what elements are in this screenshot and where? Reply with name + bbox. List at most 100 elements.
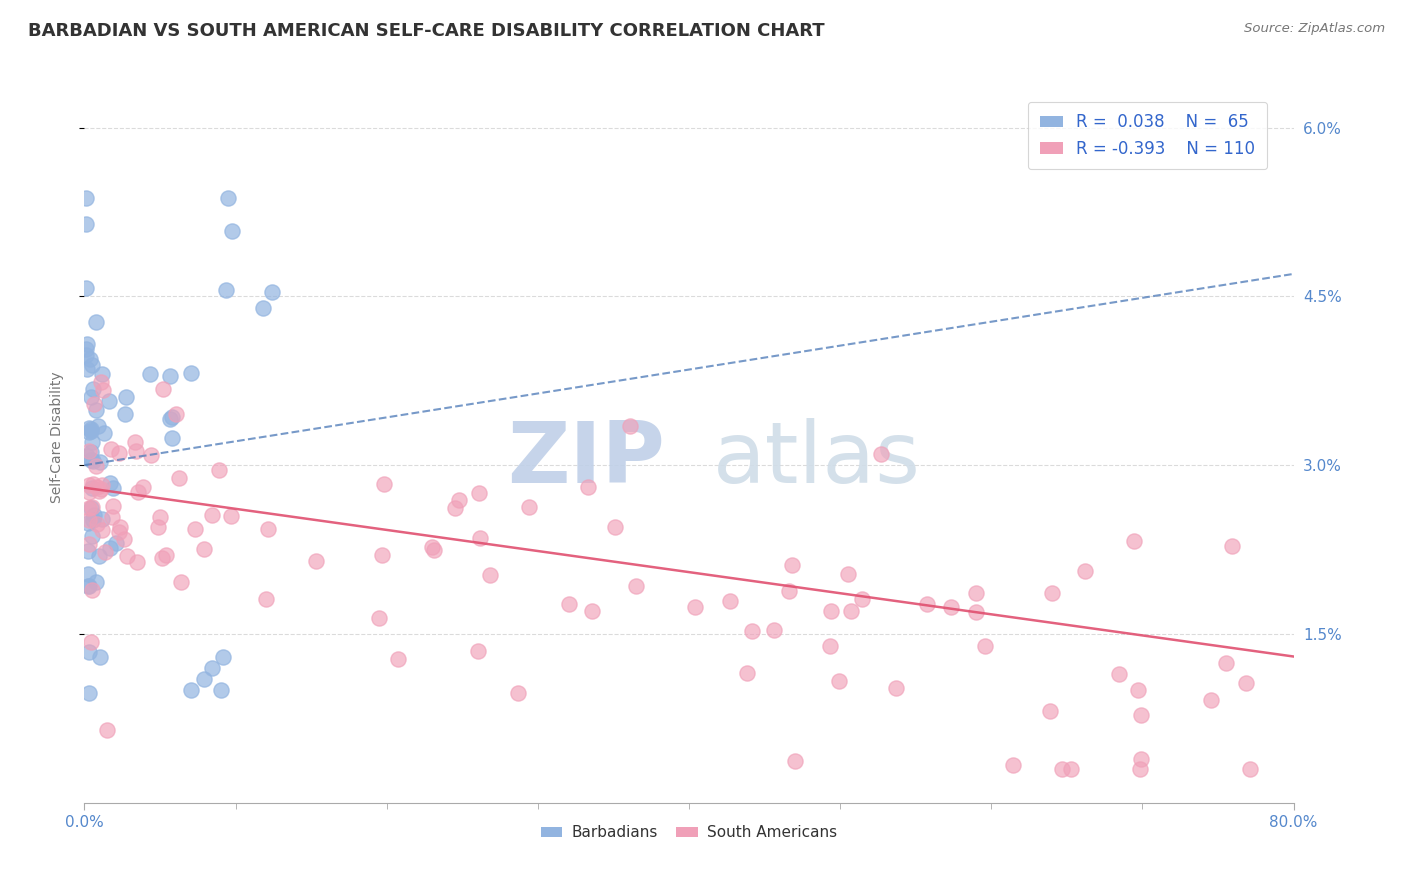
Point [77,501,100,516]
Point [508,686,530,700]
Point [467,644,489,658]
Point [150,550,173,565]
Point [125,555,148,569]
Point [478,567,501,582]
Point [818,639,841,653]
Point [828,673,851,688]
Point [444,501,467,516]
Point [84,575,107,590]
Point [221,224,243,238]
Point [90,511,112,525]
Point [77,485,100,500]
Point [387,652,409,666]
Point [619,418,641,433]
Point [101,481,124,495]
Point [82,529,104,543]
Point [83,397,105,411]
Point [820,604,842,618]
Point [221,509,243,524]
Point [780,558,803,573]
Point [91,368,114,382]
Point [86,402,108,417]
Point [89,649,111,664]
Point [1215,656,1237,670]
Point [139,448,162,462]
Point [75,281,97,295]
Point [1129,762,1152,776]
Point [77,579,100,593]
Point [80,635,103,649]
Point [77,543,100,558]
Point [215,283,238,297]
Point [114,408,136,422]
Point [884,681,907,695]
Point [94,545,117,559]
Point [79,425,101,439]
Point [91,383,114,397]
Point [965,605,987,619]
Point [76,361,98,376]
Point [139,367,162,381]
Point [80,452,103,467]
Point [75,342,97,356]
Point [1234,675,1257,690]
Point [783,754,806,768]
Point [1122,533,1144,548]
Point [90,523,112,537]
Point [91,477,114,491]
Point [517,500,540,514]
Point [86,458,108,473]
Point [558,597,581,611]
Legend: Barbadians, South Americans: Barbadians, South Americans [534,819,844,847]
Point [581,604,603,618]
Point [77,513,100,527]
Point [77,443,100,458]
Point [77,478,100,492]
Point [165,407,187,421]
Point [257,522,280,536]
Point [180,683,202,698]
Point [167,471,190,485]
Point [96,723,118,737]
Point [605,520,627,534]
Point [82,382,104,396]
Point [76,579,98,593]
Point [1050,762,1073,776]
Point [131,480,153,494]
Point [209,683,232,698]
Point [470,531,492,545]
Point [80,500,103,514]
Point [193,542,215,557]
Point [973,639,995,653]
Point [80,481,103,495]
Point [1130,707,1153,722]
Point [1130,752,1153,766]
Point [207,463,229,477]
Point [152,382,174,396]
Point [101,509,124,524]
Point [107,446,129,460]
Point [75,348,97,362]
Point [1001,758,1024,772]
Point [77,516,100,530]
Point [447,493,470,508]
Point [100,442,122,457]
Point [82,513,104,527]
Point [75,217,97,231]
Point [373,477,395,491]
Point [149,510,172,524]
Point [87,549,110,563]
Point [254,592,277,607]
Point [98,541,121,556]
Point [201,661,224,675]
Point [82,583,104,598]
Point [83,508,105,523]
Point [75,191,97,205]
Point [76,567,98,582]
Point [576,481,599,495]
Point [86,516,108,531]
Point [80,444,103,458]
Point [735,665,758,680]
Point [423,543,446,558]
Point [80,390,103,404]
